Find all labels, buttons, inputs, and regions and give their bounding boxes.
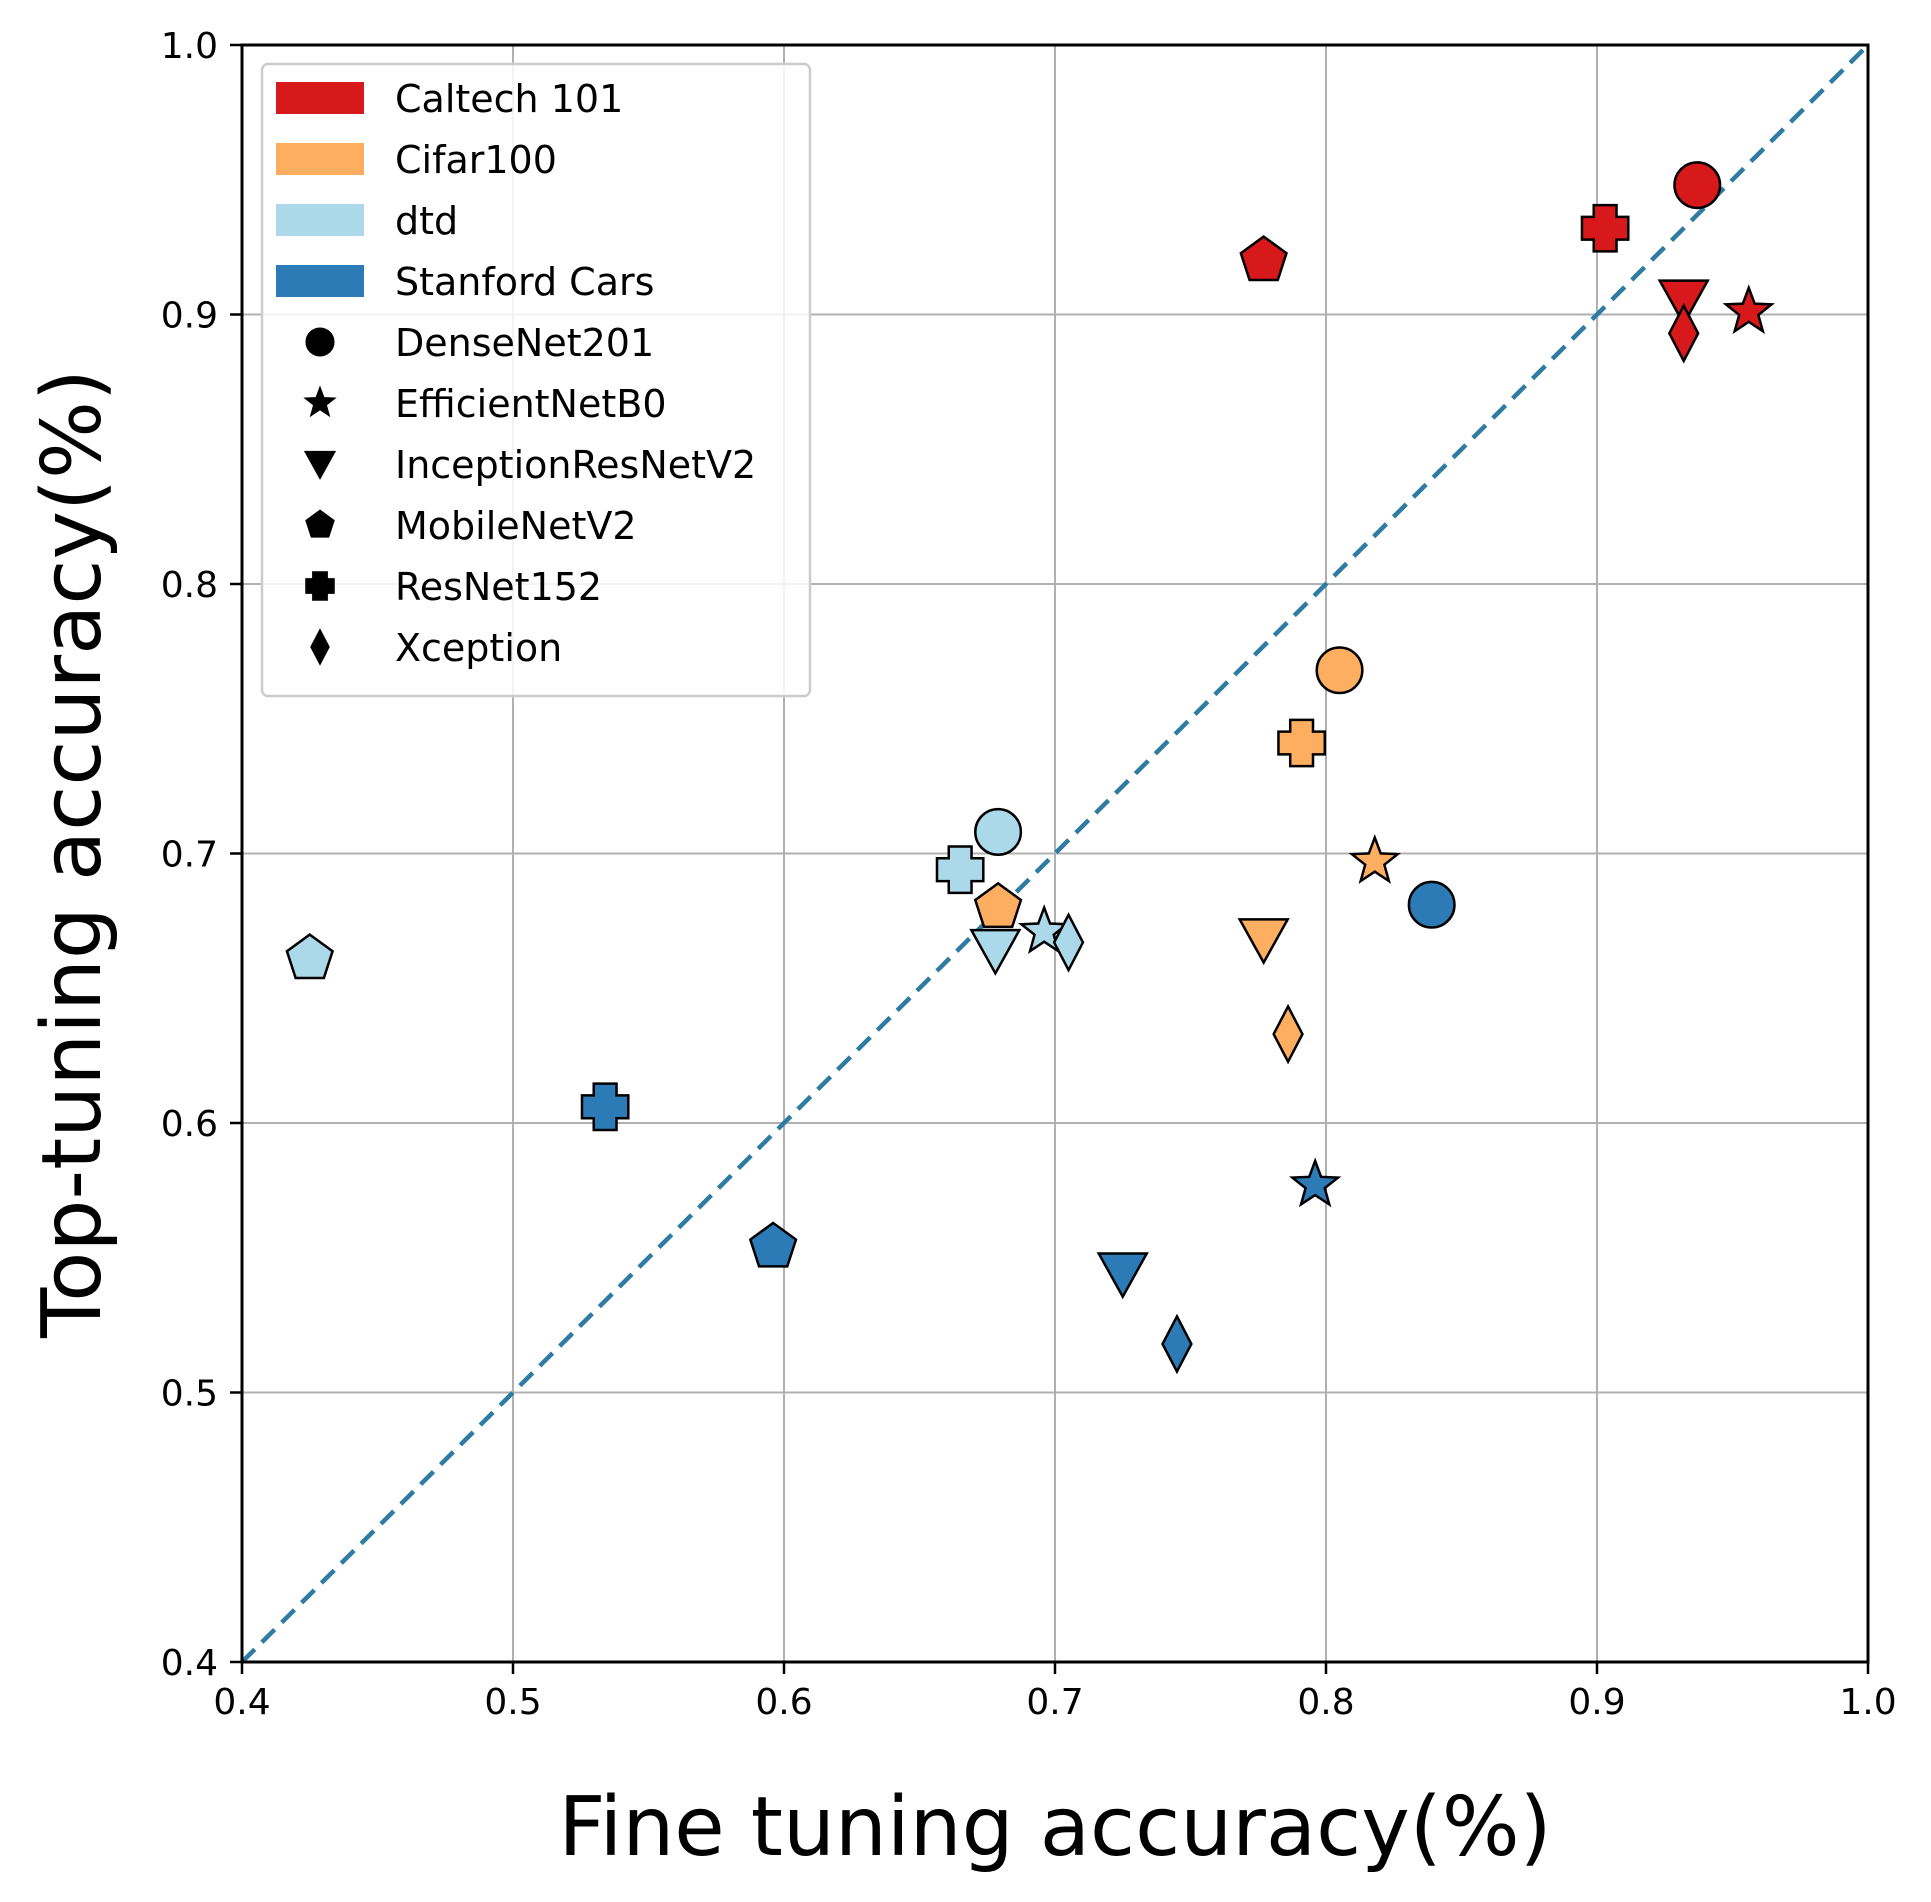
x-axis-title: Fine tuning accuracy(%) bbox=[558, 1780, 1551, 1875]
point-caltech-101-inceptionresnetv2 bbox=[1657, 279, 1710, 327]
y-tick-label: 0.9 bbox=[161, 296, 218, 337]
legend-marker-xception bbox=[310, 628, 330, 666]
point-cifar100-efficientnetb0 bbox=[1348, 834, 1402, 884]
legend-label-cifar100: Cifar100 bbox=[395, 138, 557, 182]
point-cifar100-inceptionresnetv2 bbox=[1237, 918, 1290, 966]
point-dtd-efficientnetb0 bbox=[1017, 904, 1071, 954]
legend: Caltech 101 Cifar100 dtd Stanford Cars Dense… bbox=[260, 62, 812, 698]
legend-marker-mobilenetv2 bbox=[305, 509, 335, 538]
y-tick-label: 0.4 bbox=[161, 1643, 218, 1684]
y-tick-label: 0.8 bbox=[161, 565, 218, 606]
y-tick-label: 0.7 bbox=[161, 835, 218, 876]
point-dtd-xception bbox=[1052, 912, 1085, 973]
x-tick-label: 1.0 bbox=[1839, 1682, 1896, 1723]
legend-swatch-dtd bbox=[276, 204, 364, 236]
point-cifar100-xception bbox=[1272, 1003, 1304, 1065]
point-caltech-101-xception bbox=[1667, 303, 1700, 364]
legend-label-caltech-101: Caltech 101 bbox=[395, 77, 623, 121]
x-tick-label: 0.4 bbox=[213, 1682, 270, 1723]
point-stanford-cars-mobilenetv2 bbox=[748, 1221, 798, 1268]
legend-marker-efficientnetb0 bbox=[303, 385, 337, 418]
point-cifar100-mobilenetv2 bbox=[973, 881, 1023, 929]
point-cifar100-densenet201 bbox=[1315, 646, 1364, 695]
point-dtd-resnet152 bbox=[935, 845, 985, 895]
y-axis-title: Top-tuning accuracy(%) bbox=[25, 369, 120, 1339]
legend-label-densenet201: DenseNet201 bbox=[395, 321, 654, 365]
point-stanford-cars-resnet152 bbox=[580, 1082, 630, 1132]
point-caltech-101-efficientnetb0 bbox=[1722, 284, 1775, 335]
legend-swatch-stanford-cars bbox=[276, 265, 364, 297]
point-caltech-101-densenet201 bbox=[1673, 161, 1722, 210]
point-dtd-inceptionresnetv2 bbox=[969, 928, 1022, 976]
legend-swatch-cifar100 bbox=[276, 143, 364, 175]
point-stanford-cars-xception bbox=[1161, 1313, 1193, 1375]
point-stanford-cars-inceptionresnetv2 bbox=[1096, 1252, 1149, 1300]
data-points bbox=[285, 161, 1775, 1375]
legend-label-stanford-cars: Stanford Cars bbox=[395, 260, 654, 304]
y-tick-label: 0.5 bbox=[161, 1374, 218, 1415]
legend-marker-densenet201 bbox=[305, 327, 335, 357]
point-stanford-cars-densenet201 bbox=[1407, 880, 1456, 929]
x-tick-label: 0.9 bbox=[1568, 1682, 1625, 1723]
legend-swatch-caltech-101 bbox=[276, 82, 364, 114]
x-tick-label: 0.8 bbox=[1297, 1682, 1354, 1723]
y-tick-label: 1.0 bbox=[161, 26, 218, 67]
legend-label-resnet152: ResNet152 bbox=[395, 565, 602, 609]
legend-label-efficientnetb0: EfficientNetB0 bbox=[395, 382, 667, 426]
x-tick-label: 0.7 bbox=[1026, 1682, 1083, 1723]
identity-reference-line bbox=[240, 43, 1870, 1664]
legend-marker-inceptionresnetv2 bbox=[303, 450, 337, 480]
y-tick-label: 0.6 bbox=[161, 1104, 218, 1145]
point-cifar100-resnet152 bbox=[1277, 718, 1327, 768]
point-dtd-densenet201 bbox=[974, 807, 1023, 856]
legend-box bbox=[260, 62, 812, 698]
x-tick-label: 0.6 bbox=[755, 1682, 812, 1723]
legend-label-mobilenetv2: MobileNetV2 bbox=[395, 504, 637, 548]
legend-label-inceptionresnetv2: InceptionResNetV2 bbox=[395, 443, 756, 487]
legend-label-dtd: dtd bbox=[395, 199, 458, 243]
legend-label-xception: Xception bbox=[395, 626, 562, 670]
legend-marker-resnet152 bbox=[305, 571, 335, 601]
x-tick-label: 0.5 bbox=[484, 1682, 541, 1723]
point-caltech-101-resnet152 bbox=[1580, 203, 1630, 253]
point-caltech-101-mobilenetv2 bbox=[1239, 235, 1288, 282]
point-stanford-cars-efficientnetb0 bbox=[1288, 1157, 1342, 1208]
axis-ticks: 0.4 0.5 0.6 0.7 0.8 0.9 1.0 0.4 0.5 0.6 0.7 0.8 0.9 1… bbox=[161, 26, 1897, 1723]
point-dtd-mobilenetv2 bbox=[285, 933, 335, 980]
